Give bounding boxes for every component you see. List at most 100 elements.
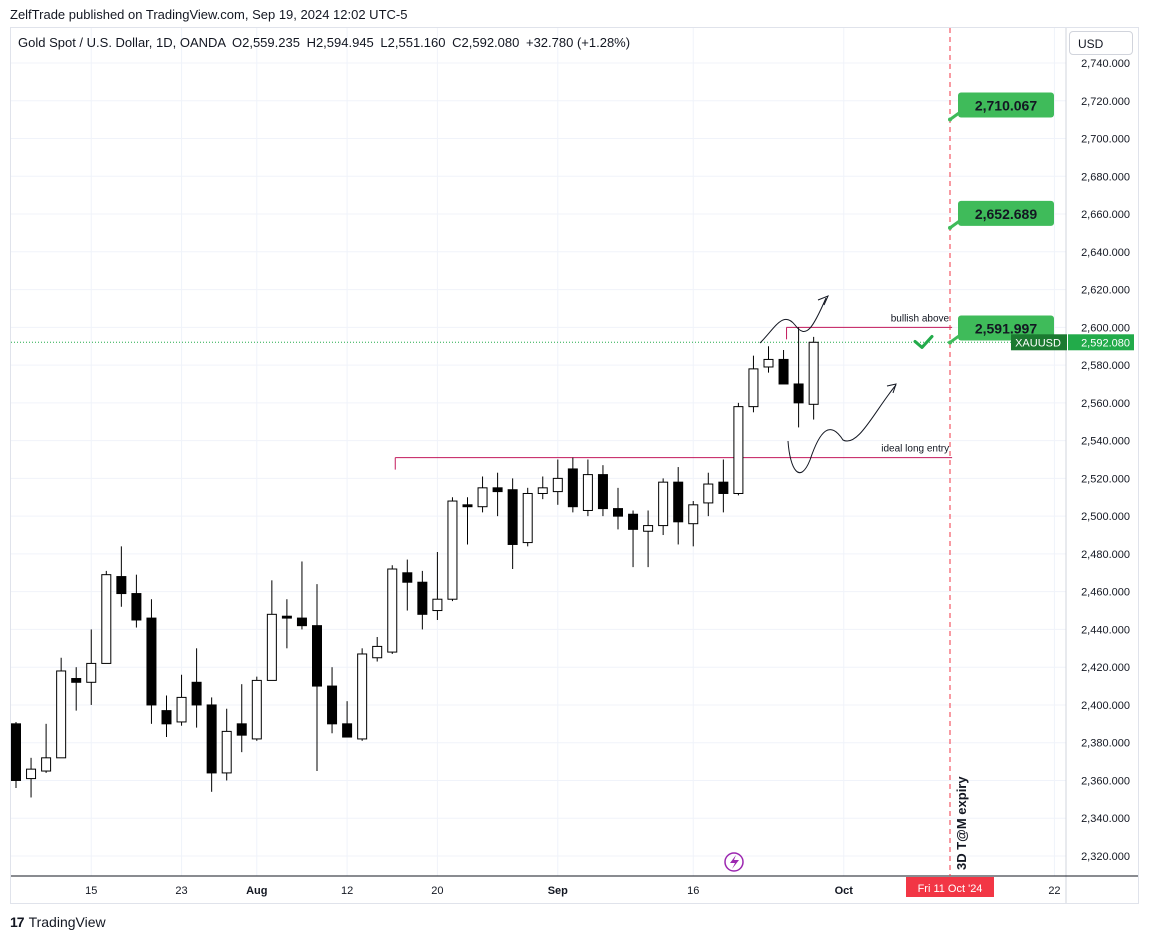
y-tick-label: 2,340.000 — [1081, 813, 1130, 825]
candle-body — [86, 662, 97, 683]
candle-body — [71, 678, 82, 683]
ohlc-high: H2,594.945 — [306, 35, 374, 50]
candle-body — [733, 406, 744, 494]
candle-body — [41, 757, 52, 772]
ohlc-change: +32.780 (+1.28%) — [525, 35, 631, 50]
candle-body — [462, 504, 473, 508]
y-tick-label: 2,360.000 — [1081, 775, 1130, 787]
candle-body — [327, 685, 338, 725]
y-tick-label: 2,520.000 — [1081, 473, 1130, 485]
y-tick-label: 2,320.000 — [1081, 851, 1130, 863]
candle-body — [778, 358, 789, 385]
candle-body — [537, 487, 548, 494]
candle-body — [312, 625, 322, 687]
publisher-line: ZelfTrade published on TradingView.com, … — [10, 7, 408, 22]
ohlc-open: O2,559.235 — [231, 35, 300, 50]
expiry-date-label: Fri 11 Oct '24 — [918, 883, 983, 895]
candle-body — [477, 487, 488, 508]
candle-body — [296, 617, 307, 627]
candle-body — [492, 487, 503, 493]
target-box — [958, 200, 1054, 226]
ohlc-low: L2,551.160 — [380, 35, 446, 50]
current-price-label-bg — [1068, 334, 1134, 351]
target-anchor-dot — [948, 340, 952, 345]
y-tick-label: 2,460.000 — [1081, 587, 1130, 599]
candle-body — [146, 617, 157, 706]
x-tick-label: 15 — [85, 885, 97, 897]
y-tick-label: 2,540.000 — [1081, 436, 1130, 448]
candle-body — [251, 679, 262, 740]
target-label: 2,652.689 — [975, 206, 1037, 222]
x-tick-label: 16 — [687, 885, 699, 897]
x-tick-label: Aug — [246, 885, 267, 897]
target-anchor-dot — [948, 117, 952, 122]
symbol-name: Gold Spot / U.S. Dollar, 1D, OANDA — [18, 35, 226, 50]
lightning-bolt-icon — [730, 855, 739, 869]
candle-body — [793, 383, 804, 404]
y-tick-label: 2,580.000 — [1081, 360, 1130, 372]
y-tick-label: 2,440.000 — [1081, 624, 1130, 636]
x-tick-label: 20 — [431, 885, 443, 897]
candle-body — [357, 653, 368, 740]
target-anchor-dot — [948, 225, 952, 230]
candle-body — [176, 696, 187, 723]
candle-body — [552, 477, 563, 493]
y-tick-label: 2,380.000 — [1081, 738, 1130, 750]
x-tick-label: 22 — [1048, 885, 1060, 897]
current-price-label: 2,592.080 — [1081, 337, 1130, 349]
x-tick-label: 12 — [341, 885, 353, 897]
y-tick-label: 2,740.000 — [1081, 58, 1130, 70]
candle-body — [808, 341, 819, 405]
candle-body — [432, 598, 443, 612]
projection-path-lower — [787, 384, 897, 474]
candle-body — [522, 492, 533, 544]
candle-body — [387, 568, 398, 653]
tradingview-footer[interactable]: 17 TradingView — [10, 914, 106, 930]
candle-body — [266, 613, 277, 681]
candle-body — [582, 474, 593, 511]
currency-button[interactable]: USD — [1069, 31, 1133, 55]
target-label: 2,591.997 — [975, 320, 1037, 336]
projection-path-upper — [759, 297, 827, 344]
lightning-icon — [724, 852, 744, 872]
checkmark-icon — [913, 334, 934, 349]
candle-body — [673, 481, 684, 523]
expiry-annotation: 3D T@M expiry — [954, 776, 969, 870]
y-tick-label: 2,500.000 — [1081, 511, 1130, 523]
candle-body — [658, 481, 669, 527]
candle-body — [131, 593, 142, 621]
candle-body — [748, 368, 759, 408]
symbol-legend: Gold Spot / U.S. Dollar, 1D, OANDA O2,55… — [18, 35, 630, 50]
tradingview-brand: TradingView — [28, 914, 106, 930]
arrow-head-lower — [886, 383, 897, 394]
candle-body — [56, 670, 67, 759]
x-tick-label: Oct — [835, 885, 854, 897]
y-tick-label: 2,700.000 — [1081, 134, 1130, 146]
level-label: ideal long entry — [881, 444, 949, 455]
candle-body — [688, 504, 699, 525]
candle-body — [447, 500, 458, 600]
y-tick-label: 2,640.000 — [1081, 247, 1130, 259]
target-label: 2,710.067 — [975, 98, 1037, 114]
candle-body — [281, 615, 292, 619]
candle-body — [703, 483, 714, 504]
arrow-head-upper — [817, 295, 829, 306]
candle-body — [417, 581, 428, 615]
y-tick-label: 2,660.000 — [1081, 209, 1130, 221]
candle-body — [11, 723, 21, 781]
y-tick-label: 2,420.000 — [1081, 662, 1130, 674]
candle-body — [191, 681, 202, 706]
x-tick-label: 23 — [175, 885, 187, 897]
target-box — [958, 315, 1054, 341]
level-label: bullish above — [891, 313, 950, 324]
candle-body — [116, 576, 127, 595]
candle-body — [372, 645, 383, 659]
candle-body — [236, 723, 247, 736]
candle-body — [628, 513, 639, 530]
tradingview-logo-icon: 17 — [10, 914, 25, 930]
expiry-date-label-bg — [906, 877, 994, 897]
y-tick-label: 2,400.000 — [1081, 700, 1130, 712]
candle-body — [718, 481, 729, 494]
candle-body — [567, 468, 578, 508]
